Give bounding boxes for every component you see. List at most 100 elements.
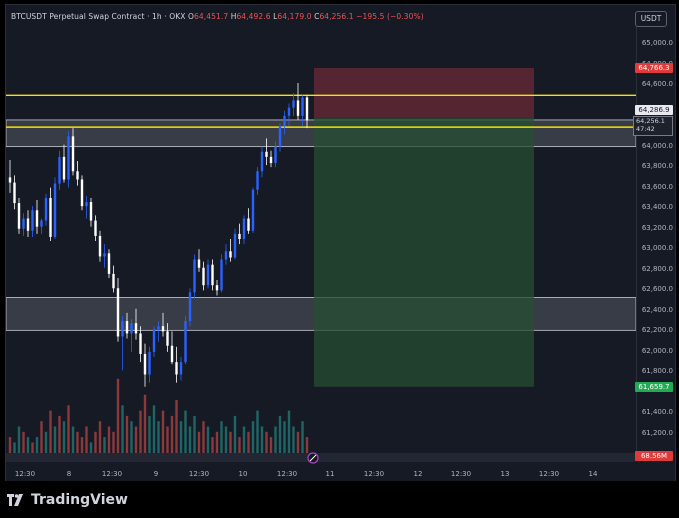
symbol-title[interactable]: BTCUSDT Perpetual Swap Contract · 1h · O… [11, 12, 186, 21]
price-axis-label: 62,000.0 [641, 346, 673, 355]
volume-bar [85, 426, 88, 453]
time-axis-label: 12:30 [363, 470, 385, 478]
volume-bar [76, 431, 79, 453]
candle-body [58, 156, 61, 184]
volume-bar [229, 431, 232, 453]
candle-body [26, 218, 30, 231]
volume-bar [58, 415, 61, 453]
candle-body [71, 136, 75, 172]
volume-bar [247, 431, 250, 453]
currency-button[interactable]: USDT [635, 11, 667, 27]
target-zone [314, 67, 534, 118]
candle-body [76, 171, 79, 180]
candle-body [233, 233, 237, 258]
price-chart[interactable] [6, 5, 675, 482]
volume-bar [157, 421, 160, 453]
volume-bar [175, 400, 178, 453]
candle-body [229, 251, 232, 258]
chart-panel[interactable]: BTCUSDT Perpetual Swap Contract · 1h · O… [5, 4, 676, 483]
candle-body [157, 326, 160, 330]
candle-body [80, 179, 84, 207]
stop-zone [314, 117, 534, 387]
volume-bar [292, 426, 295, 453]
price-axis-label: 62,800.0 [641, 264, 673, 273]
time-axis-label: 12:30 [101, 470, 123, 478]
tradingview-icon [7, 494, 23, 506]
volume-bar [296, 431, 300, 453]
candle-body [62, 156, 66, 180]
volume-bar [80, 437, 84, 453]
volume-bar [31, 442, 34, 453]
time-axis-label: 8 [66, 470, 72, 478]
candle-body [202, 267, 205, 286]
candle-body [143, 353, 147, 375]
candle-body [103, 253, 106, 257]
volume-bar [197, 431, 201, 453]
volume-bar [161, 410, 165, 453]
volume-bar [211, 437, 214, 453]
candle-body [296, 100, 300, 116]
volume-bar [107, 426, 111, 453]
price-axis-label: 62,400.0 [641, 305, 673, 314]
volume-bar [179, 421, 183, 453]
volume-bar [202, 421, 205, 453]
candle-body [224, 251, 228, 260]
candle-body [215, 285, 219, 291]
close-value: 64,256.1 [319, 12, 354, 21]
candle-body [170, 345, 174, 363]
volume-bar [305, 437, 309, 453]
candle-body [238, 233, 241, 239]
volume-bar [49, 410, 52, 453]
candle-body [17, 203, 21, 229]
volume-bar [8, 437, 12, 453]
volume-strip [6, 453, 636, 462]
candle-body [121, 321, 124, 337]
volume-bar [116, 378, 120, 453]
open-value: 64,451.7 [194, 12, 229, 21]
price-axis-label: 62,200.0 [641, 326, 673, 335]
candle-body [35, 210, 39, 227]
change-value: −195.5 (−0.30%) [356, 12, 424, 21]
candle-body [265, 151, 268, 157]
bar-countdown: 47:42 [636, 125, 655, 133]
volume-bar [94, 431, 97, 453]
candle-body [148, 351, 151, 375]
volume-bar [121, 405, 124, 453]
volume-bar [206, 426, 210, 453]
price-axis-label: 61,200.0 [641, 429, 673, 437]
volume-bar [215, 431, 219, 453]
time-axis-label: 14 [588, 470, 598, 478]
tradingview-logo[interactable]: TradingView [7, 492, 128, 508]
candle-body [292, 100, 295, 108]
candle-body [139, 333, 142, 354]
candle-body [53, 183, 57, 237]
candle-body [44, 197, 48, 221]
entry-price-tag: 64,286.9 [635, 105, 673, 115]
candle-body [197, 259, 201, 268]
volume-bar [35, 437, 39, 453]
candle-body [260, 151, 264, 172]
last-price-value: 64,256.1 [636, 117, 665, 125]
price-axis-label: 61,800.0 [641, 367, 673, 376]
candle-body [152, 329, 156, 352]
volume-bar [278, 415, 282, 453]
volume-bar [130, 421, 133, 453]
volume-bar [256, 410, 259, 453]
volume-value-tag: 68.56M [635, 451, 673, 461]
price-axis-label: 63,800.0 [641, 162, 673, 171]
volume-bar [134, 426, 138, 453]
time-axis-label: 12 [413, 470, 423, 478]
candle-body [40, 220, 43, 227]
volume-bar [13, 442, 16, 453]
candle-body [184, 321, 187, 363]
candle-body [278, 126, 282, 147]
volume-bar [143, 394, 147, 453]
time-axis-label: 11 [325, 470, 335, 478]
price-axis-label: 61,400.0 [641, 408, 673, 417]
volume-bar [260, 426, 264, 453]
candle-body [251, 189, 255, 231]
volume-bar [283, 421, 286, 453]
candle-body [283, 115, 286, 127]
volume-bar [166, 426, 169, 453]
time-axis-label: 12:30 [14, 470, 36, 478]
